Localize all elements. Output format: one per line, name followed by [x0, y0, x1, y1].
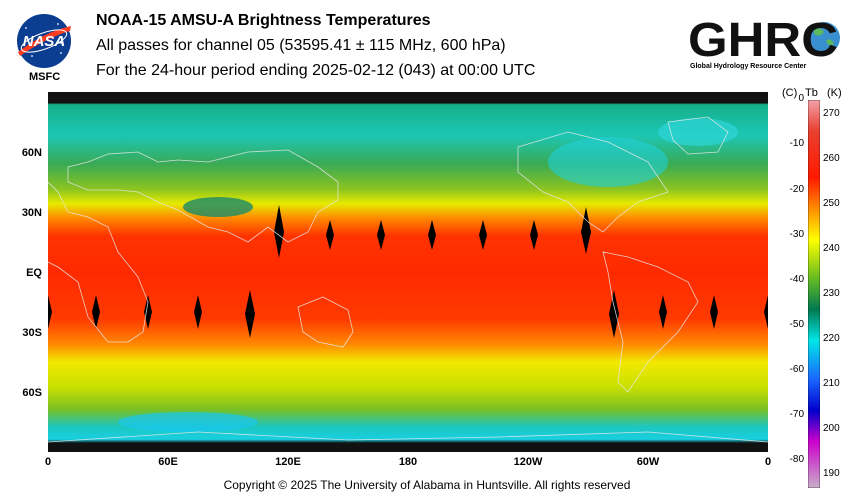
lon-label-60e: 60E — [158, 456, 178, 468]
period-subtitle: For the 24-hour period ending 2025-02-12… — [96, 62, 536, 79]
colorbar-celsius-tick: -50 — [789, 318, 804, 330]
lat-label-60s: 60S — [22, 387, 42, 399]
colorbar-celsius-tick: -30 — [789, 228, 804, 240]
colorbar-kelvin-tick: 190 — [823, 468, 840, 480]
page-title: NOAA-15 AMSU-A Brightness Temperatures — [96, 12, 431, 29]
lat-label-30s: 30S — [22, 327, 42, 339]
colorbar-kelvin-tick: 240 — [823, 242, 840, 254]
lon-label-0-left: 0 — [44, 456, 52, 468]
colorbar-celsius-tick: -40 — [789, 273, 804, 285]
colorbar-kelvin-tick: 220 — [823, 333, 840, 345]
nasa-label: MSFC — [29, 71, 61, 83]
colorbar-kelvin-tick: 270 — [823, 107, 840, 119]
colorbar-celsius-tick: -60 — [789, 364, 804, 376]
colorbar-kelvin-tick: 230 — [823, 288, 840, 299]
lon-label-0-right: 0 — [764, 456, 772, 468]
colorbar-kelvin-tick: 200 — [823, 423, 840, 435]
colorbar-kelvin-tick: 210 — [823, 378, 840, 390]
colorbar-celsius-tick: -80 — [789, 454, 804, 466]
colorbar-header-k: (K) — [827, 87, 842, 99]
colorbar-kelvin-tick: 250 — [823, 197, 840, 209]
colorbar-header-c: (C) — [782, 87, 798, 99]
copyright-notice: Copyright © 2025 The University of Alaba… — [223, 478, 631, 492]
colorbar-header-tb: Tb — [805, 87, 818, 99]
ghrc-logo-text: GHRC — [688, 14, 838, 64]
nasa-logo-text: NASA — [23, 33, 66, 50]
channel-subtitle: All passes for channel 05 (53595.41 ± 11… — [96, 37, 506, 54]
lat-label-60n: 60N — [21, 147, 42, 159]
ghrc-logo: GHRC — [688, 10, 848, 67]
colorbar-celsius-tick: -70 — [789, 409, 804, 421]
colorbar-celsius-tick: -10 — [789, 138, 804, 150]
lon-label-60w: 60W — [636, 456, 660, 468]
colorbar-celsius-tick: -20 — [789, 183, 804, 195]
brightness-temperature-map — [48, 92, 768, 452]
lon-label-180: 180 — [398, 456, 418, 468]
ghrc-subtitle: Global Hydrology Resource Center — [690, 63, 807, 70]
colorbar — [807, 99, 821, 489]
lon-label-120e: 120E — [275, 456, 301, 468]
colorbar-kelvin-tick: 260 — [823, 152, 840, 164]
nasa-logo: NASA — [14, 12, 74, 70]
lon-label-120w: 120W — [513, 456, 543, 468]
lat-label-30n: 30N — [21, 207, 42, 219]
lat-label-eq: EQ — [26, 267, 42, 279]
colorbar-celsius-tick: 0 — [798, 93, 804, 105]
